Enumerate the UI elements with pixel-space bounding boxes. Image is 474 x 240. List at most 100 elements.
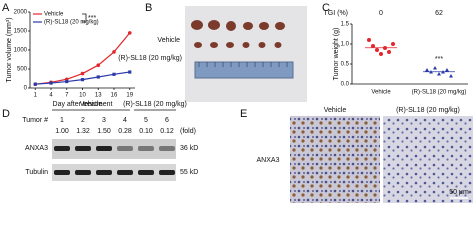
header-value: 62: [435, 10, 443, 17]
y-tick-label: 1.5: [341, 22, 350, 28]
blot-label: ANXA3: [25, 145, 48, 152]
y-tick-label: 0.0: [341, 82, 350, 88]
series-line: [35, 32, 131, 85]
blot: [52, 139, 176, 159]
fold-unit: (fold): [180, 128, 196, 135]
panel-letter: B: [145, 2, 152, 14]
data-point: [425, 68, 429, 72]
data-point: [112, 72, 116, 76]
x-tick-label: 13: [95, 93, 102, 99]
significance: ***: [435, 56, 443, 63]
lane-label: 2: [81, 117, 85, 124]
x-tick-label: 1: [34, 93, 38, 99]
data-point: [80, 78, 85, 82]
y-tick-label: 0: [24, 86, 28, 92]
header-value: 0: [379, 10, 383, 17]
bracket: [82, 13, 87, 23]
x-tick-label: 4: [49, 93, 53, 99]
band: [159, 170, 175, 175]
row-label: Tumor #: [22, 117, 48, 124]
data-point: [367, 38, 371, 42]
data-point: [449, 74, 453, 78]
legend-label: (R)-SL18 (20 mg/kg): [44, 20, 99, 26]
band: [75, 146, 91, 151]
group-label: (R)-SL18 (20 mg/kg): [118, 55, 182, 62]
band: [138, 170, 154, 175]
x-tick-label: (R)-SL18 (20 mg/kg): [412, 90, 467, 96]
y-axis-label: Tumor volume (mm³): [6, 17, 13, 82]
y-tick-label: 0.5: [341, 62, 350, 68]
y-axis-label: Tumor weight (g): [333, 28, 340, 81]
band: [54, 146, 70, 151]
figure: A B C D E Vehicle (R)-SL18 (20 mg/kg) 50…: [2, 2, 473, 203]
panel-letter: C: [322, 2, 330, 14]
data-point: [445, 68, 449, 72]
band: [138, 146, 154, 151]
x-tick-label: 7: [65, 93, 69, 99]
y-tick-label: 1.0: [341, 42, 350, 48]
band: [54, 170, 70, 175]
band: [159, 146, 175, 151]
blot-size: 55 kD: [180, 169, 198, 176]
ihc-image: [383, 116, 473, 203]
band: [75, 170, 91, 175]
y-tick-label: 500: [17, 67, 28, 73]
data-point: [379, 52, 383, 56]
lane-label: 5: [144, 117, 148, 124]
group-label: (R)-SL18 (20 mg/kg): [123, 101, 187, 108]
fold-value: 1.00: [55, 128, 69, 135]
lane-label: 4: [123, 117, 127, 124]
legend-label: Vehicle: [44, 12, 64, 18]
x-tick-label: 19: [126, 93, 133, 99]
data-point: [96, 75, 100, 79]
x-tick-label: Vehicle: [371, 90, 391, 96]
data-point: [96, 63, 101, 67]
lane-label: 3: [102, 117, 106, 124]
x-tick-label: 16: [111, 93, 118, 99]
fold-value: 0.10: [139, 128, 153, 135]
data-point: [387, 50, 391, 54]
x-axis-label: Day after treatment: [53, 101, 113, 108]
y-tick-label: 1500: [14, 29, 28, 35]
scale-label: 50 μm: [449, 189, 469, 196]
ihc-image: [290, 116, 380, 203]
blot-size: 36 kD: [180, 145, 198, 152]
blot-label: Tubulin: [25, 169, 48, 176]
data-point: [127, 31, 132, 35]
band: [96, 146, 112, 151]
data-point: [375, 48, 379, 52]
row-label: ANXA3: [257, 157, 280, 164]
blot: [52, 164, 176, 181]
data-point: [65, 79, 69, 84]
panel-letter: A: [2, 2, 10, 14]
column-label: (R)-SL18 (20 mg/kg): [396, 107, 460, 114]
group-label: Vehicle: [157, 37, 180, 44]
band: [96, 170, 112, 175]
band: [117, 146, 133, 151]
header-label: TGI (%): [324, 10, 349, 17]
data-point: [371, 44, 375, 48]
data-point: [391, 42, 395, 46]
fold-value: 1.50: [97, 128, 111, 135]
panel-letter: D: [2, 108, 10, 120]
data-point: [80, 71, 85, 76]
x-tick-label: 10: [79, 93, 86, 99]
band: [117, 170, 133, 175]
group-label: Vehicle: [80, 101, 103, 108]
significance: ***: [88, 15, 96, 22]
column-label: Vehicle: [324, 107, 347, 114]
data-point: [437, 72, 441, 76]
lane-label: 6: [165, 117, 169, 124]
lane-label: 1: [60, 117, 64, 124]
fold-value: 0.12: [160, 128, 174, 135]
y-tick-label: 1000: [14, 48, 28, 54]
data-point: [33, 82, 37, 86]
fold-value: 0.28: [118, 128, 132, 135]
y-tick-label: 2000: [14, 10, 28, 16]
data-point: [112, 50, 116, 54]
data-point: [128, 70, 132, 74]
fold-value: 1.32: [76, 128, 90, 135]
data-point: [433, 66, 437, 70]
data-point: [49, 81, 53, 85]
tumor-photo: [185, 6, 307, 102]
